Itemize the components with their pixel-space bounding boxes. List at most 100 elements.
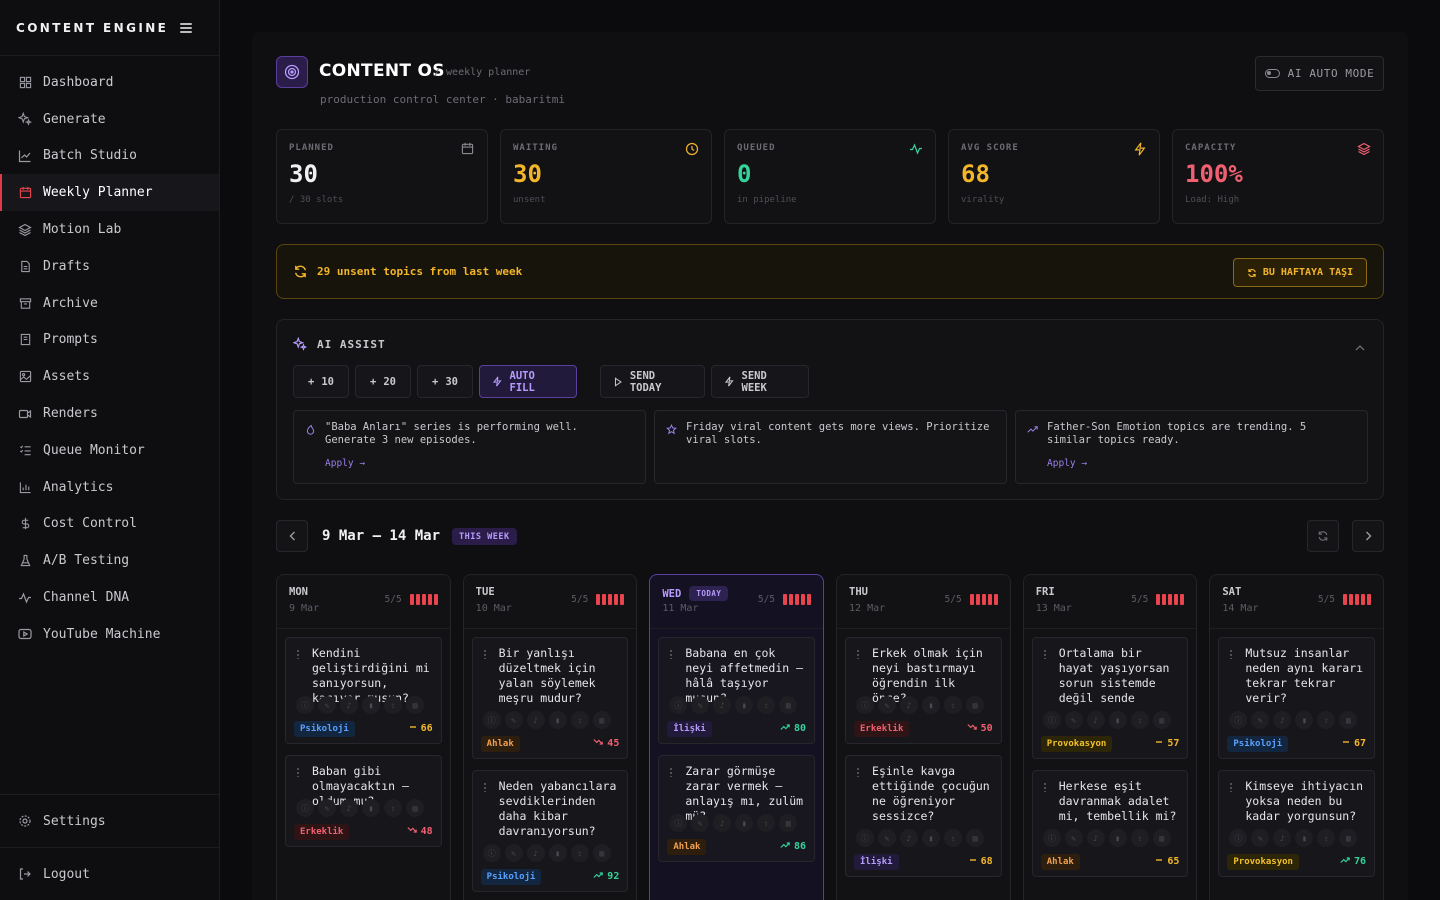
drag-handle-icon[interactable] (482, 649, 487, 659)
topic-card[interactable]: Bir yanlışı düzeltmek için yalan söyleme… (471, 637, 629, 759)
next-week-button[interactable] (1352, 520, 1384, 552)
upload-icon[interactable]: ⇪ (944, 696, 963, 714)
upload-icon[interactable]: ⇪ (570, 844, 589, 862)
add-30-button[interactable]: +30 (417, 365, 473, 398)
mic-icon[interactable]: ♪ (713, 814, 732, 832)
drag-handle-icon[interactable] (296, 767, 300, 777)
upload-icon[interactable]: ⇪ (1317, 829, 1336, 847)
film-icon[interactable]: ▮ (362, 696, 380, 714)
mic-icon[interactable]: ♪ (1086, 711, 1105, 729)
drag-handle-icon[interactable] (1229, 649, 1234, 659)
upload-icon[interactable]: ⇪ (1130, 829, 1149, 847)
sidebar-item-batch-studio[interactable]: Batch Studio (0, 138, 219, 175)
info-icon[interactable]: ⓘ (669, 814, 688, 832)
upload-icon[interactable]: ⇪ (1130, 711, 1149, 729)
upload-icon[interactable]: ⇪ (384, 696, 402, 714)
film-icon[interactable]: ▮ (1295, 711, 1314, 729)
info-icon[interactable]: ⓘ (1229, 711, 1248, 729)
drag-handle-icon[interactable] (296, 649, 300, 659)
drag-handle-icon[interactable] (856, 767, 861, 777)
upload-icon[interactable]: ⇪ (757, 696, 776, 714)
stats-icon[interactable]: ▥ (966, 696, 985, 714)
film-icon[interactable]: ▮ (1108, 711, 1127, 729)
pencil-icon[interactable]: ✎ (1064, 711, 1083, 729)
stats-icon[interactable]: ▥ (779, 814, 798, 832)
mic-icon[interactable]: ♪ (1273, 829, 1292, 847)
mic-icon[interactable]: ♪ (900, 829, 919, 847)
film-icon[interactable]: ▮ (922, 829, 941, 847)
refresh-week-button[interactable] (1307, 520, 1339, 552)
mic-icon[interactable]: ♪ (526, 844, 545, 862)
info-icon[interactable]: ⓘ (1229, 829, 1248, 847)
pencil-icon[interactable]: ✎ (1064, 829, 1083, 847)
chevron-up-icon[interactable] (1355, 340, 1365, 354)
apply-link[interactable]: Apply → (325, 458, 366, 469)
mic-icon[interactable]: ♪ (340, 696, 358, 714)
menu-icon[interactable] (180, 22, 193, 33)
stats-icon[interactable]: ▥ (1339, 711, 1358, 729)
topic-card[interactable]: Zarar görmüşe zarar vermek — anlayış mı,… (658, 755, 816, 862)
topic-card[interactable]: Erkek olmak için neyi bastırmayı öğrendi… (845, 637, 1002, 744)
mic-icon[interactable]: ♪ (1086, 829, 1105, 847)
auto-fill-button[interactable]: AUTO FILL (479, 365, 577, 398)
stats-icon[interactable]: ▥ (1152, 829, 1171, 847)
topic-card[interactable]: Kimseye ihtiyacın yoksa neden bu kadar y… (1218, 770, 1376, 877)
mic-icon[interactable]: ♪ (526, 711, 545, 729)
sidebar-item-channel-dna[interactable]: Channel DNA (0, 579, 219, 616)
ai-auto-mode-toggle[interactable]: AI AUTO MODE (1255, 56, 1384, 91)
sidebar-item-weekly-planner[interactable]: Weekly Planner (0, 174, 219, 212)
mic-icon[interactable]: ♪ (340, 799, 358, 817)
info-icon[interactable]: ⓘ (482, 711, 501, 729)
info-icon[interactable]: ⓘ (1042, 829, 1061, 847)
sidebar-item-a-b-testing[interactable]: A/B Testing (0, 542, 219, 579)
pencil-icon[interactable]: ✎ (691, 696, 710, 714)
info-icon[interactable]: ⓘ (1042, 711, 1061, 729)
stats-icon[interactable]: ▥ (966, 829, 985, 847)
add-20-button[interactable]: +20 (355, 365, 411, 398)
info-icon[interactable]: ⓘ (669, 696, 688, 714)
upload-icon[interactable]: ⇪ (384, 799, 402, 817)
pencil-icon[interactable]: ✎ (318, 696, 336, 714)
info-icon[interactable]: ⓘ (482, 844, 501, 862)
pencil-icon[interactable]: ✎ (691, 814, 710, 832)
sidebar-item-drafts[interactable]: Drafts (0, 248, 219, 285)
film-icon[interactable]: ▮ (735, 696, 754, 714)
upload-icon[interactable]: ⇪ (944, 829, 963, 847)
drag-handle-icon[interactable] (669, 767, 674, 777)
mic-icon[interactable]: ♪ (900, 696, 919, 714)
pencil-icon[interactable]: ✎ (1251, 711, 1270, 729)
sidebar-item-assets[interactable]: Assets (0, 358, 219, 395)
mic-icon[interactable]: ♪ (713, 696, 732, 714)
pencil-icon[interactable]: ✎ (878, 696, 897, 714)
topic-card[interactable]: Baban gibi olmayacaktın — oldum mu?ⓘ✎♪▮⇪… (285, 755, 442, 847)
upload-icon[interactable]: ⇪ (757, 814, 776, 832)
info-icon[interactable]: ⓘ (296, 799, 314, 817)
stats-icon[interactable]: ▥ (1339, 829, 1358, 847)
topic-card[interactable]: Eşinle kavga ettiğinde çocuğun ne öğreni… (845, 755, 1002, 877)
film-icon[interactable]: ▮ (548, 711, 567, 729)
info-icon[interactable]: ⓘ (296, 696, 314, 714)
topic-card[interactable]: Babana en çok neyi affetmedin — hâlâ taş… (658, 637, 816, 744)
info-icon[interactable]: ⓘ (856, 829, 875, 847)
sidebar-item-cost-control[interactable]: Cost Control (0, 506, 219, 543)
stats-icon[interactable]: ▥ (592, 711, 611, 729)
drag-handle-icon[interactable] (482, 782, 487, 792)
mic-icon[interactable]: ♪ (1273, 711, 1292, 729)
send-week-button[interactable]: SEND WEEK (711, 365, 809, 398)
sidebar-item-prompts[interactable]: Prompts (0, 322, 219, 359)
topic-card[interactable]: Herkese eşit davranmak adalet mi, tembel… (1031, 770, 1189, 877)
drag-handle-icon[interactable] (1042, 649, 1047, 659)
film-icon[interactable]: ▮ (922, 696, 941, 714)
upload-icon[interactable]: ⇪ (570, 711, 589, 729)
drag-handle-icon[interactable] (1042, 782, 1047, 792)
film-icon[interactable]: ▮ (1295, 829, 1314, 847)
info-icon[interactable]: ⓘ (856, 696, 875, 714)
film-icon[interactable]: ▮ (548, 844, 567, 862)
pencil-icon[interactable]: ✎ (318, 799, 336, 817)
sidebar-item-queue-monitor[interactable]: Queue Monitor (0, 432, 219, 469)
sidebar-item-archive[interactable]: Archive (0, 285, 219, 322)
stats-icon[interactable]: ▥ (1152, 711, 1171, 729)
stats-icon[interactable]: ▥ (592, 844, 611, 862)
stats-icon[interactable]: ▥ (406, 696, 424, 714)
drag-handle-icon[interactable] (669, 649, 674, 659)
